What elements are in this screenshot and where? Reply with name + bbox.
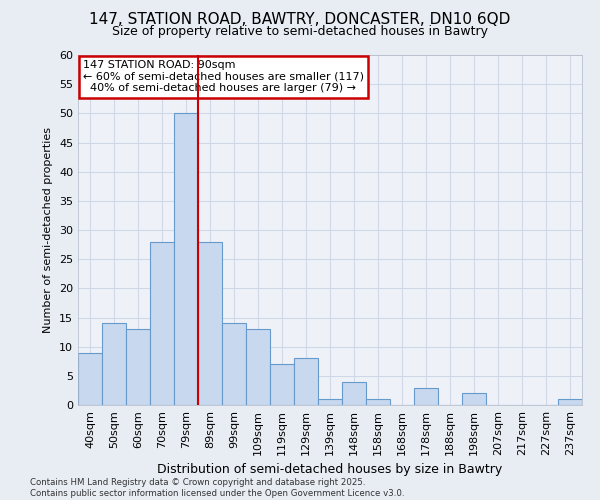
Text: Size of property relative to semi-detached houses in Bawtry: Size of property relative to semi-detach… (112, 25, 488, 38)
Bar (366, 399, 390, 405)
Bar (342, 382, 366, 405)
Bar (102, 324, 126, 405)
Bar (222, 324, 246, 405)
Bar (558, 399, 582, 405)
Bar (246, 329, 270, 405)
Text: 147 STATION ROAD: 90sqm
← 60% of semi-detached houses are smaller (117)
  40% of: 147 STATION ROAD: 90sqm ← 60% of semi-de… (83, 60, 364, 94)
Bar (462, 394, 486, 405)
X-axis label: Distribution of semi-detached houses by size in Bawtry: Distribution of semi-detached houses by … (157, 464, 503, 476)
Bar (270, 364, 294, 405)
Text: 147, STATION ROAD, BAWTRY, DONCASTER, DN10 6QD: 147, STATION ROAD, BAWTRY, DONCASTER, DN… (89, 12, 511, 28)
Bar (198, 242, 222, 405)
Bar (318, 399, 342, 405)
Bar (174, 114, 198, 405)
Bar (126, 329, 150, 405)
Text: Contains HM Land Registry data © Crown copyright and database right 2025.
Contai: Contains HM Land Registry data © Crown c… (30, 478, 404, 498)
Bar (78, 352, 102, 405)
Bar (414, 388, 438, 405)
Bar (294, 358, 318, 405)
Y-axis label: Number of semi-detached properties: Number of semi-detached properties (43, 127, 53, 333)
Bar (150, 242, 174, 405)
